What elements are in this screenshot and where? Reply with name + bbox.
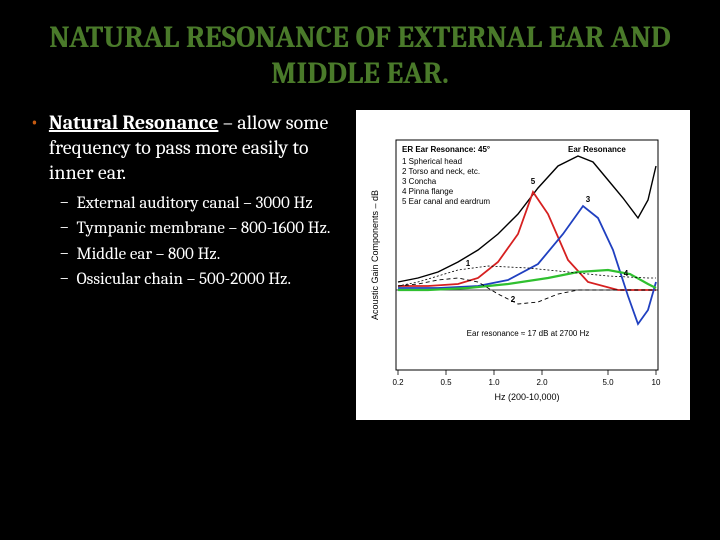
sub-bullet: –Middle ear – 800 Hz. <box>60 244 350 265</box>
dash-icon: – <box>60 218 69 239</box>
sub-text: Ossicular chain – 500-2000 Hz. <box>77 269 291 290</box>
svg-text:0.2: 0.2 <box>392 378 404 387</box>
sub-text: External auditory canal – 3000 Hz <box>77 193 313 214</box>
svg-text:Ear Resonance: Ear Resonance <box>568 145 626 154</box>
slide: NATURAL RESONANCE OF EXTERNAL EAR AND MI… <box>0 0 720 540</box>
sub-text: Middle ear – 800 Hz. <box>77 244 221 265</box>
sub-bullet: –External auditory canal – 3000 Hz <box>60 193 350 214</box>
text-column: • Natural Resonance – allow some frequen… <box>30 110 350 420</box>
svg-text:3 Concha: 3 Concha <box>402 177 437 186</box>
sub-list: –External auditory canal – 3000 Hz–Tympa… <box>60 193 350 290</box>
svg-text:Ear resonance ≈ 17 dB at 2700: Ear resonance ≈ 17 dB at 2700 Hz <box>467 329 590 338</box>
dash-icon: – <box>60 193 69 214</box>
slide-title: NATURAL RESONANCE OF EXTERNAL EAR AND MI… <box>30 20 690 92</box>
svg-text:5: 5 <box>531 177 536 186</box>
svg-text:1: 1 <box>466 259 471 268</box>
content-area: • Natural Resonance – allow some frequen… <box>30 110 690 420</box>
svg-text:1 Spherical head: 1 Spherical head <box>402 157 462 166</box>
svg-text:2 Torso and neck, etc.: 2 Torso and neck, etc. <box>402 167 480 176</box>
svg-text:4 Pinna flange: 4 Pinna flange <box>402 187 454 196</box>
svg-text:ER Ear Resonance: 45°: ER Ear Resonance: 45° <box>402 145 490 154</box>
svg-text:2: 2 <box>511 295 516 304</box>
svg-text:10: 10 <box>652 378 661 387</box>
chart-svg: Acoustic Gain Components – dB Hz (200-10,… <box>356 110 690 420</box>
term: Natural Resonance <box>49 111 219 134</box>
svg-text:5 Ear canal and eardrum: 5 Ear canal and eardrum <box>402 197 490 206</box>
svg-text:2.0: 2.0 <box>536 378 548 387</box>
sub-bullet: –Tympanic membrane – 800-1600 Hz. <box>60 218 350 239</box>
svg-text:3: 3 <box>586 195 591 204</box>
sub-bullet: –Ossicular chain – 500-2000 Hz. <box>60 269 350 290</box>
chart: Acoustic Gain Components – dB Hz (200-10,… <box>356 110 690 420</box>
svg-text:5.0: 5.0 <box>602 378 614 387</box>
dash-icon: – <box>60 244 69 265</box>
svg-text:Acoustic Gain Components – dB: Acoustic Gain Components – dB <box>370 190 380 320</box>
bullet-icon: • <box>30 110 39 185</box>
svg-text:Hz (200-10,000): Hz (200-10,000) <box>494 392 559 402</box>
bullet-text: Natural Resonance – allow some frequency… <box>49 110 350 185</box>
svg-text:0.5: 0.5 <box>440 378 452 387</box>
main-bullet: • Natural Resonance – allow some frequen… <box>30 110 350 185</box>
dash-icon: – <box>60 269 69 290</box>
svg-text:1.0: 1.0 <box>488 378 500 387</box>
sub-text: Tympanic membrane – 800-1600 Hz. <box>77 218 331 239</box>
